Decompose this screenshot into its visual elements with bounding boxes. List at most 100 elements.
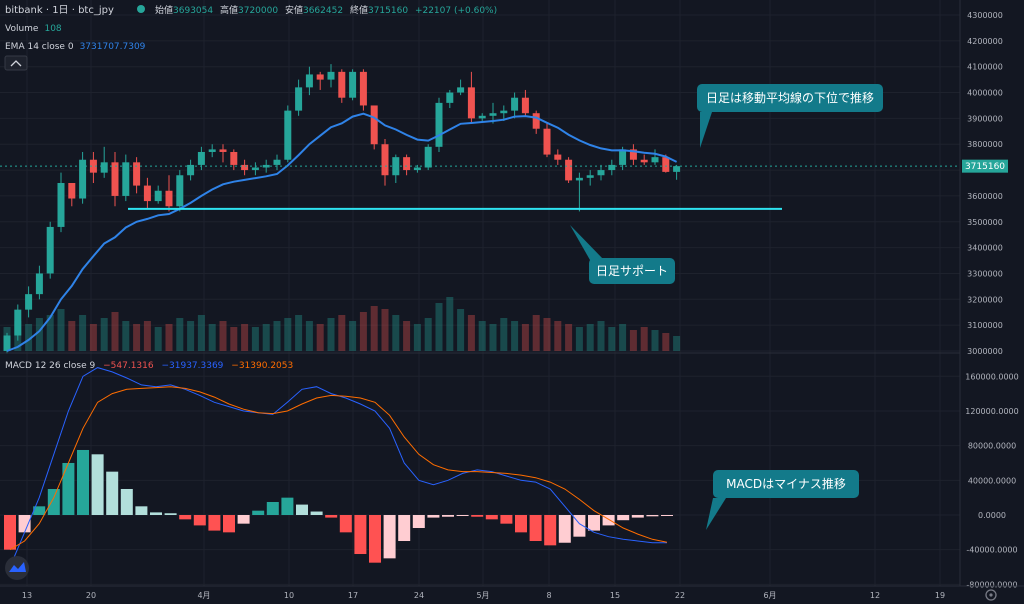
volume-bar [165,324,173,351]
candle-body [100,162,108,173]
histogram-bar [179,515,192,520]
volume-bar [251,327,259,351]
price-tick-label: 3200000 [967,295,1003,304]
chevron-up-icon [10,60,22,67]
candle-body [370,105,378,145]
histogram-bar [281,497,294,515]
gear-icon[interactable] [985,589,997,601]
close-label: 終値 [350,4,368,16]
candle-body [241,164,249,171]
histogram-bar [47,488,60,515]
price-scale[interactable]: 4300000 4200000 4100000 4000000 3900000 38000… [967,11,1003,356]
volume-bar [673,336,681,351]
macd-tick-label: 80000.0000 [968,442,1016,451]
time-axis[interactable]: 13 20 4月 10 17 24 5月 8 15 22 6月 12 19 [22,591,945,600]
histogram-bar [369,515,381,563]
candlesticks[interactable] [3,64,681,354]
candle-body [295,87,303,111]
price-tick-label: 4300000 [967,11,1003,20]
volume-bar [208,324,216,351]
signal-line [9,386,668,551]
histogram-bar [208,515,221,531]
candle-body [532,113,540,129]
candle-body [3,335,11,351]
candle-body [338,71,346,98]
volume-bar [197,315,205,351]
support-callout: 日足サポート [570,225,675,284]
candle-body [489,113,497,116]
volume-bar [597,321,605,351]
candle-body [640,159,648,163]
histogram-bar [296,504,308,515]
histogram-bar [77,449,89,515]
volume-bar [457,309,465,351]
volume-bar [554,321,562,351]
histogram-bar [602,515,615,526]
volume-bar [392,315,400,351]
histogram-bar [325,515,338,518]
histogram-bar [354,515,367,555]
time-tick-label: 6月 [763,591,776,600]
candle-body [25,294,33,310]
histogram-bar [661,515,673,516]
volume-bar [532,315,540,351]
candle-body [176,175,184,207]
histogram-bar [485,515,498,520]
ema-legend: EMA 14 close 0 3731707.7309 [5,42,146,52]
volume-bar [640,327,648,351]
time-tick-label: 5月 [476,591,489,600]
candle-body [608,164,616,171]
candle-body [197,151,205,165]
volume-bar [629,330,637,351]
candle-body [284,110,292,160]
histogram-bar [631,515,644,518]
volume-bar [100,318,108,351]
volume-bars [3,297,681,351]
ema-callout-text: 日足は移動平均線の下位で推移 [706,90,874,105]
price-tick-label: 3600000 [967,192,1003,201]
symbol-label[interactable]: bitbank · 1日 · btc_jpy [5,5,114,16]
macd-scale[interactable]: 160000.0000 120000.0000 80000.0000 40000.00… [965,372,1018,589]
candle-body [273,159,281,165]
ema-callout-pointer [700,112,712,148]
candle-body [79,159,87,199]
volume-bar [511,321,519,351]
time-tick-label: 4月 [197,591,210,600]
candle-body [359,71,367,106]
volume-bar [403,321,411,351]
volume-bar [89,324,97,351]
volume-bar [25,324,33,351]
collapse-legend-button[interactable] [4,55,28,71]
candle-body [230,151,238,165]
volume-bar [521,324,529,351]
logo-mountain-icon [9,562,26,572]
volume-bar [187,321,195,351]
header-legend: bitbank · 1日 · btc_jpy 始値3693054 高値37200… [4,4,497,371]
volume-bar [133,324,141,351]
price-scale-panel[interactable] [960,0,1024,586]
candle-body [349,71,357,98]
histogram-bar [252,510,265,515]
candle-body [435,102,443,147]
ema-label: EMA 14 close 0 [5,42,74,52]
volume-bar [122,321,130,351]
volume-bar [219,321,227,351]
volume-bar [327,318,335,351]
candle-body [122,162,130,196]
volume-bar [543,318,551,351]
histogram-bar [471,515,484,517]
last-price-label: 3715160 [965,162,1005,172]
macd-callout: MACDはマイナス推移 [706,470,859,530]
price-tick-label: 3400000 [967,244,1003,253]
price-tick-label: 3300000 [967,269,1003,278]
volume-bar [230,327,238,351]
macd-tick-label: 40000.0000 [968,476,1016,485]
histogram-bar [91,454,104,515]
volume-bar [500,318,508,351]
histogram-bar [33,506,46,515]
histogram-bar [4,515,16,550]
price-tick-label: 4200000 [967,37,1003,46]
time-tick-label: 20 [86,591,96,600]
histogram-bar [193,515,206,526]
